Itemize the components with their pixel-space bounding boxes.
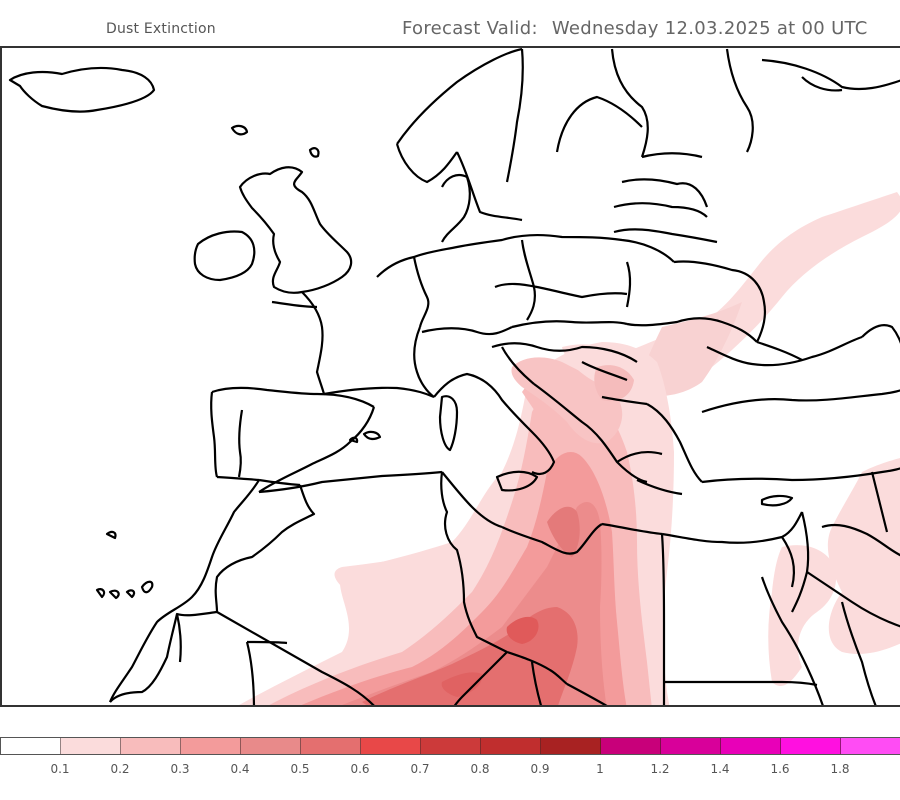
colorbar-bin — [121, 738, 181, 754]
colorbar-bin — [661, 738, 721, 754]
colorbar-bin — [241, 738, 301, 754]
colorbar-bin — [601, 738, 661, 754]
map-canvas — [8, 48, 900, 705]
dust-map — [0, 46, 900, 707]
tick-label: 0.7 — [410, 762, 430, 776]
tick-label: 0.4 — [230, 762, 250, 776]
colorbar-bin — [541, 738, 601, 754]
tick-label: 1.4 — [710, 762, 730, 776]
tick-label: 0.1 — [50, 762, 70, 776]
tick-label: 0.5 — [290, 762, 310, 776]
tick-label: 0.9 — [530, 762, 550, 776]
tick-label: 0.2 — [110, 762, 130, 776]
colorbar-legend — [0, 737, 900, 755]
tick-label: 0.6 — [350, 762, 370, 776]
tick-label: 1 — [596, 762, 604, 776]
header: Dust Extinction Forecast Valid: Wednesday… — [0, 0, 900, 47]
colorbar-bin — [61, 738, 121, 754]
tick-label: 0.3 — [170, 762, 190, 776]
colorbar-bin — [481, 738, 541, 754]
colorbar-bin — [1, 738, 61, 754]
colorbar-bin — [181, 738, 241, 754]
colorbar-bin — [421, 738, 481, 754]
forecast-valid-time: Forecast Valid: Wednesday 12.03.2025 at 0… — [402, 18, 868, 39]
tick-label: 1.6 — [770, 762, 790, 776]
dust-shading — [239, 192, 900, 705]
valid-label: Forecast Valid: — [402, 18, 538, 39]
colorbar-bin — [301, 738, 361, 754]
colorbar-bin — [721, 738, 781, 754]
product-title: Dust Extinction — [106, 21, 216, 37]
tick-label: 0.8 — [470, 762, 490, 776]
colorbar-bin — [361, 738, 421, 754]
tick-label: 1.2 — [650, 762, 670, 776]
tick-label: 1.8 — [830, 762, 850, 776]
colorbar-ticks: 0.1 0.2 0.3 0.4 0.5 0.6 0.7 0.8 0.9 1 1.… — [0, 762, 900, 782]
valid-time: Wednesday 12.03.2025 at 00 UTC — [551, 18, 868, 39]
colorbar-bin — [781, 738, 841, 754]
colorbar-bin — [841, 738, 900, 754]
coastlines-borders — [8, 48, 900, 705]
